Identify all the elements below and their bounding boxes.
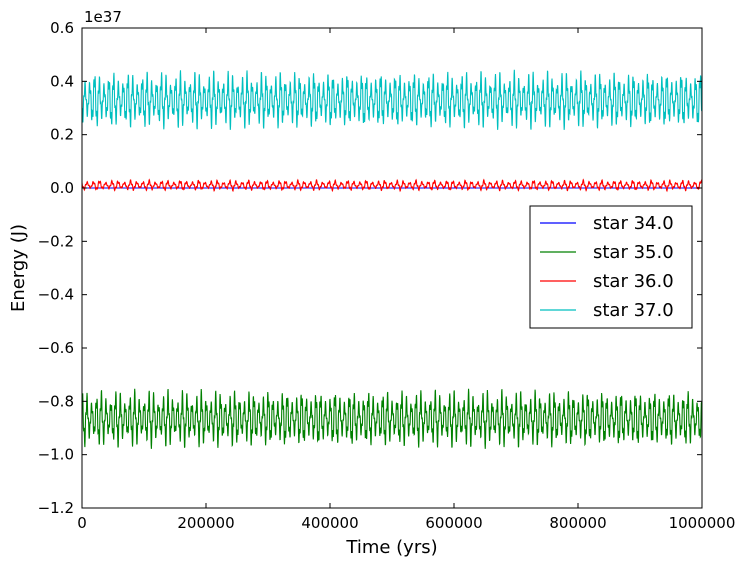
y-axis-label: Energy (J) [8,224,29,312]
series-line-star-35-0 [82,388,702,449]
x-tick-label: 800000 [549,514,606,532]
legend-label: star 35.0 [593,242,674,263]
legend-label: star 36.0 [593,271,674,292]
x-tick-label: 600000 [425,514,482,532]
y-tick-label: −0.4 [38,286,74,304]
x-tick-label: 1000000 [669,514,736,532]
y-tick-label: −1.2 [38,499,74,517]
series-layer [82,69,702,449]
y-tick-label: −0.8 [38,392,74,410]
y-tick-label: 0.2 [50,126,74,144]
y-tick-label: 0.6 [50,19,74,37]
plot-frame [81,27,703,509]
y-tick-label: 0.0 [50,179,74,197]
x-tick-label: 0 [77,514,87,532]
legend: star 34.0 star 35.0 star 36.0 star 37.0 [529,205,693,329]
ticks-layer: 0 200000 400000 600000 800000 1000000 −1.2 −1.0… [38,19,736,532]
y-tick-label: −0.2 [38,232,74,250]
series-line-star-37-0 [82,69,702,130]
legend-label: star 37.0 [593,300,674,321]
y-tick-label: −0.6 [38,339,74,357]
x-axis-label: Time (yrs) [345,537,437,558]
x-tick-label: 200000 [177,514,234,532]
y-tick-label: 0.4 [50,72,74,90]
y-tick-label: −1.0 [38,446,74,464]
y-offset-text: 1e37 [84,8,122,26]
legend-box [529,205,693,329]
legend-label: star 34.0 [593,213,674,234]
x-tick-label: 400000 [301,514,358,532]
series-line-star-36-0 [82,178,702,193]
